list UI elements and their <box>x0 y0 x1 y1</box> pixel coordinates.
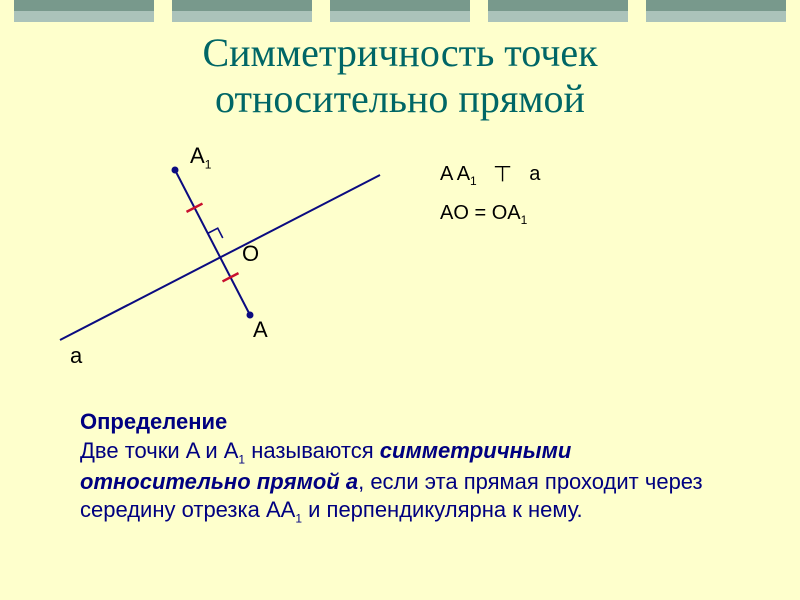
top-decor-bar <box>0 0 800 22</box>
slide-title: Симметричность точек относительно прямой <box>0 30 800 122</box>
label-line-a: a <box>70 343 82 369</box>
definition-body: Две точки A и A1 называются симметричным… <box>80 438 703 523</box>
math-perp: A A1 ⊥ a <box>440 160 540 188</box>
label-o: O <box>242 241 259 267</box>
diagram-svg <box>50 145 400 365</box>
title-line-2: относительно прямой <box>215 76 585 121</box>
diagram: A1 O A a <box>50 145 400 355</box>
definition-block: Определение Две точки A и A1 называются … <box>80 408 720 527</box>
title-line-1: Симметричность точек <box>202 30 597 75</box>
definition-heading: Определение <box>80 409 227 434</box>
math-equal: AO = OA1 <box>440 202 527 227</box>
label-a1: A1 <box>190 143 211 171</box>
perp-icon: ⊥ <box>493 160 512 186</box>
label-a-point: A <box>253 317 268 343</box>
